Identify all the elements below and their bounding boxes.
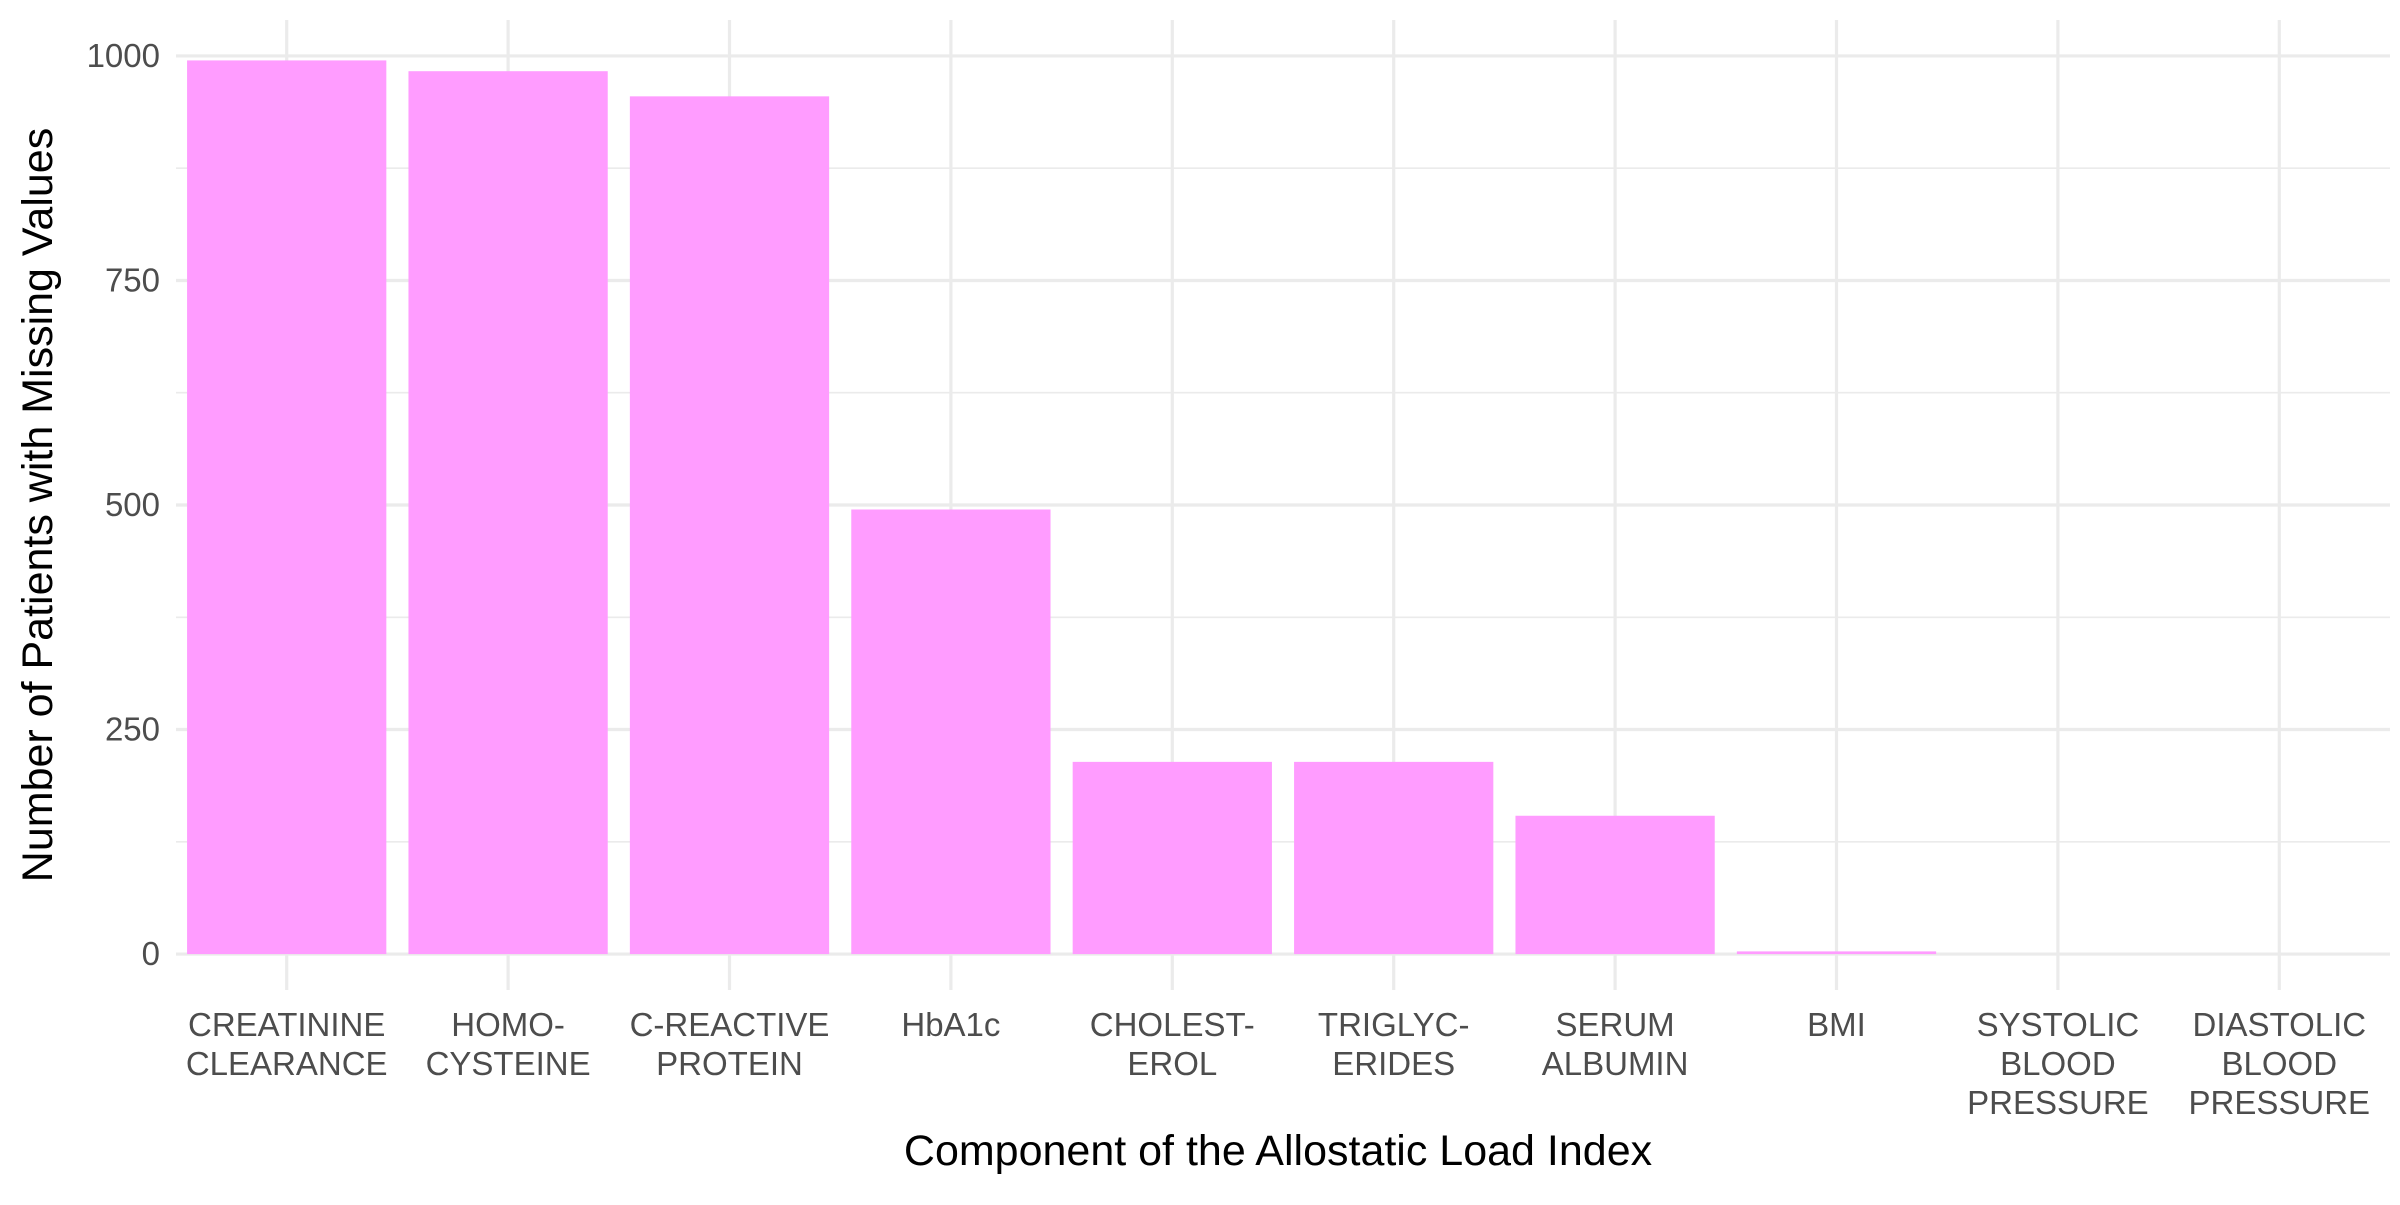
y-tick-label: 250 bbox=[105, 711, 160, 748]
bar bbox=[1294, 761, 1494, 955]
x-tick-labels: CREATININE CLEARANCE HOMO-CYSTEINE C-REACTI… bbox=[186, 1006, 2370, 1121]
bar bbox=[851, 509, 1051, 955]
bars-layer bbox=[187, 60, 1937, 955]
x-tick-label: SERUM ALBUMIN bbox=[1542, 1006, 1689, 1082]
x-tick-label: C-REACTIVE PROTEIN bbox=[630, 1006, 830, 1082]
x-tick-label: HOMO-CYSTEINE bbox=[426, 1006, 591, 1082]
bar bbox=[187, 60, 387, 955]
x-tick-label: HbA1c bbox=[901, 1006, 1000, 1043]
y-tick-label: 0 bbox=[142, 935, 160, 972]
x-tick-label: CREATININE CLEARANCE bbox=[186, 1006, 388, 1082]
bar bbox=[1515, 815, 1715, 955]
x-tick-label: BMI bbox=[1807, 1006, 1866, 1043]
bar bbox=[408, 71, 608, 955]
bar bbox=[1072, 761, 1272, 955]
bar bbox=[629, 96, 830, 955]
y-tick-label: 750 bbox=[105, 261, 160, 298]
y-tick-label: 500 bbox=[105, 486, 160, 523]
y-tick-label: 1000 bbox=[87, 37, 160, 74]
x-tick-label: TRIGLYC-ERIDES bbox=[1318, 1006, 1470, 1082]
y-axis-title: Number of Patients with Missing Values bbox=[14, 128, 62, 882]
x-tick-label: DIASTOLIC BLOOD PRESSURE bbox=[2189, 1006, 2371, 1121]
bar bbox=[1736, 951, 1937, 955]
x-tick-label: SYSTOLIC BLOOD PRESSURE bbox=[1967, 1006, 2149, 1121]
x-axis-title: Component of the Allostatic Load Index bbox=[904, 1127, 1653, 1175]
y-tick-labels: 0 250 500 750 1000 bbox=[87, 37, 160, 972]
x-tick-label: CHOLEST-EROL bbox=[1090, 1006, 1255, 1082]
